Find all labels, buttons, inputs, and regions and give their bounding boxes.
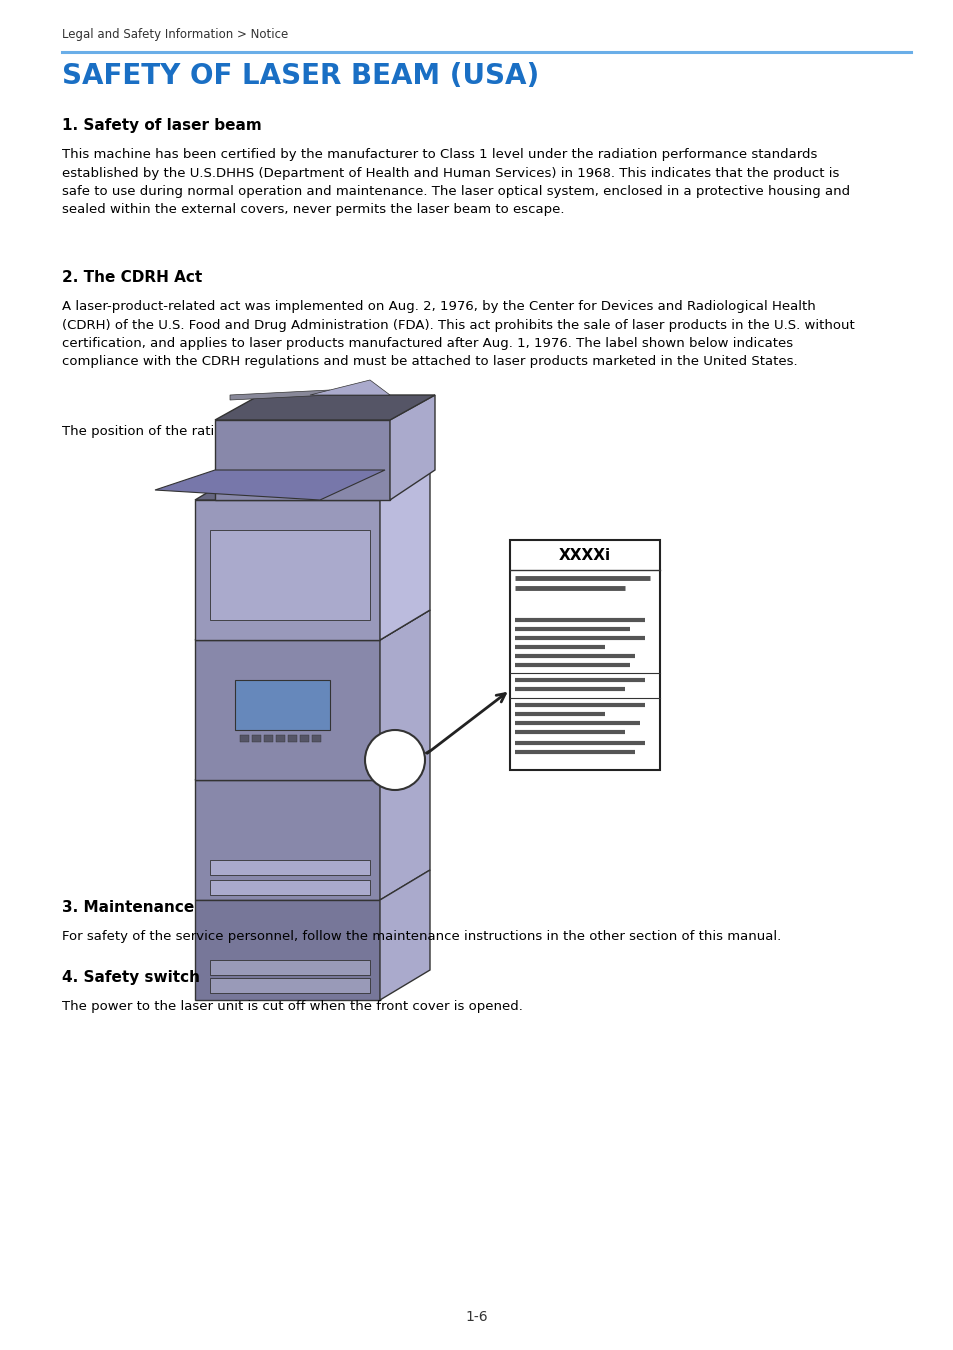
Polygon shape	[194, 470, 430, 500]
Polygon shape	[252, 734, 261, 743]
Polygon shape	[214, 396, 435, 420]
Text: A laser-product-related act was implemented on Aug. 2, 1976, by the Center for D: A laser-product-related act was implemen…	[62, 300, 854, 369]
Text: The power to the laser unit is cut off when the front cover is opened.: The power to the laser unit is cut off w…	[62, 1000, 522, 1012]
Polygon shape	[288, 734, 296, 743]
Polygon shape	[379, 610, 430, 780]
Polygon shape	[194, 610, 430, 640]
Text: This machine has been certified by the manufacturer to Class 1 level under the r: This machine has been certified by the m…	[62, 148, 849, 216]
Text: For safety of the service personnel, follow the maintenance instructions in the : For safety of the service personnel, fol…	[62, 930, 781, 944]
Text: 1. Safety of laser beam: 1. Safety of laser beam	[62, 117, 261, 134]
Text: Legal and Safety Information > Notice: Legal and Safety Information > Notice	[62, 28, 288, 40]
Text: 1-6: 1-6	[465, 1310, 488, 1324]
Polygon shape	[275, 734, 285, 743]
Text: 3. Maintenance: 3. Maintenance	[62, 900, 194, 915]
Polygon shape	[210, 960, 370, 975]
Polygon shape	[194, 751, 430, 780]
Polygon shape	[194, 780, 379, 900]
Text: SAFETY OF LASER BEAM (USA): SAFETY OF LASER BEAM (USA)	[62, 62, 538, 90]
Polygon shape	[194, 640, 379, 780]
Polygon shape	[379, 470, 430, 640]
Circle shape	[365, 730, 424, 790]
Polygon shape	[379, 869, 430, 1000]
Polygon shape	[299, 734, 309, 743]
Text: 2. The CDRH Act: 2. The CDRH Act	[62, 270, 202, 285]
Polygon shape	[210, 880, 370, 895]
Polygon shape	[194, 500, 379, 640]
Polygon shape	[210, 860, 370, 875]
Polygon shape	[210, 977, 370, 994]
Polygon shape	[264, 734, 273, 743]
Polygon shape	[154, 470, 385, 500]
Polygon shape	[234, 680, 330, 730]
Polygon shape	[210, 531, 370, 620]
Text: The position of the rating label is show below.: The position of the rating label is show…	[62, 425, 368, 437]
Polygon shape	[214, 420, 390, 500]
Polygon shape	[312, 734, 320, 743]
Text: XXXXi: XXXXi	[558, 548, 611, 563]
Polygon shape	[240, 734, 249, 743]
Text: 4. Safety switch: 4. Safety switch	[62, 971, 200, 986]
Polygon shape	[194, 900, 379, 1000]
Polygon shape	[379, 751, 430, 900]
FancyBboxPatch shape	[510, 540, 659, 769]
Polygon shape	[230, 390, 330, 400]
Polygon shape	[390, 396, 435, 500]
Polygon shape	[310, 379, 390, 396]
